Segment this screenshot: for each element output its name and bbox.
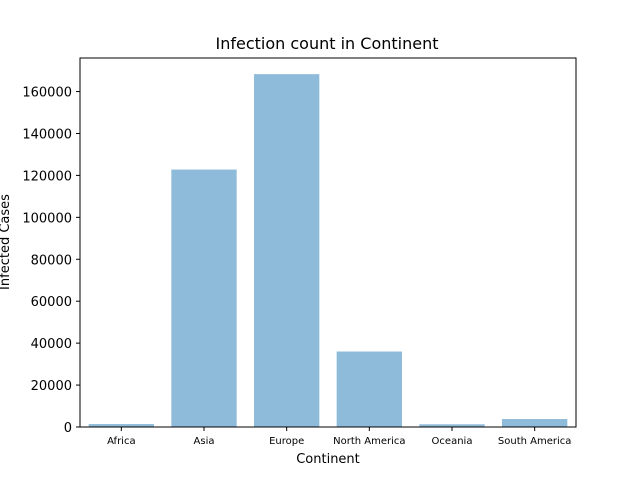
plot-frame xyxy=(79,57,577,428)
bars-group xyxy=(88,74,568,428)
bar-asia xyxy=(171,169,237,427)
bar-oceania xyxy=(419,424,485,427)
bar-north-america xyxy=(336,351,402,427)
x-tick-label: Oceania xyxy=(432,436,473,447)
bar-europe xyxy=(254,74,320,428)
chart-title: Infection count in Continent xyxy=(216,34,439,53)
y-tick-label: 40000 xyxy=(31,337,72,352)
y-tick-label: 60000 xyxy=(31,295,72,310)
x-tick-label: North America xyxy=(333,436,405,447)
bar-south-america xyxy=(502,419,568,427)
y-axis-ticks: 0 20000 40000 60000 80000 100000 120000 140000 1… xyxy=(22,86,80,436)
y-tick-label: 120000 xyxy=(22,169,72,184)
y-tick-label: 140000 xyxy=(22,127,72,142)
x-tick-label: South America xyxy=(498,436,572,447)
y-tick-label: 100000 xyxy=(22,211,72,226)
y-tick-label: 20000 xyxy=(31,379,72,394)
x-axis-label: Continent xyxy=(296,452,360,467)
x-axis-ticks: Africa Asia Europe North America Oceania Sout… xyxy=(107,427,571,447)
x-tick-label: Africa xyxy=(107,436,136,447)
x-tick-label: Europe xyxy=(269,436,304,447)
bar-africa xyxy=(88,424,154,427)
y-tick-label: 160000 xyxy=(22,86,72,101)
y-tick-label: 0 xyxy=(64,421,72,436)
y-axis-label: Infected Cases xyxy=(0,194,13,290)
y-tick-label: 80000 xyxy=(31,253,72,268)
x-tick-label: Asia xyxy=(194,436,215,447)
